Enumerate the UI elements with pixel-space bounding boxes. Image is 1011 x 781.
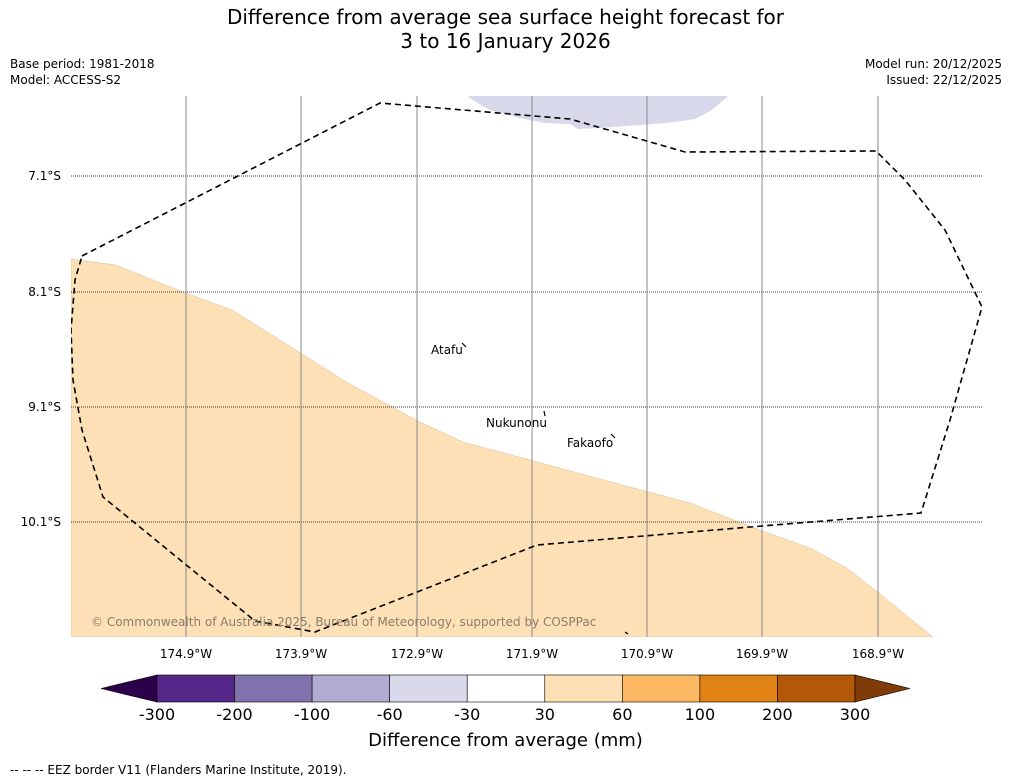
- lat-label-10-1: 10.1°S: [21, 515, 61, 529]
- colorbar-tick-label: 300: [839, 705, 871, 724]
- meta-right: Model run: 20/12/2025 Issued: 22/12/2025: [865, 56, 1002, 88]
- lat-label-7-1: 7.1°S: [28, 169, 61, 183]
- map-area: Atafu Nukunonu Fakaofo © Commonwealth of…: [71, 96, 982, 637]
- colorbar-tick-label: -60: [376, 705, 403, 724]
- lat-label-9-1: 9.1°S: [28, 400, 61, 414]
- colorbar-tick-label: 200: [762, 705, 793, 724]
- copyright-notice: © Commonwealth of Australia 2025, Bureau…: [91, 615, 596, 629]
- title-line-2: 3 to 16 January 2026: [400, 29, 611, 53]
- colorbar-tick-label: -100: [293, 705, 331, 724]
- lon-label-173-9: 173.9°W: [275, 647, 327, 661]
- lon-label-174-9: 174.9°W: [160, 647, 212, 661]
- lon-label-172-9: 172.9°W: [391, 647, 443, 661]
- negative-anomaly-region: [468, 96, 728, 129]
- colorbar-tick-label: -300: [138, 705, 176, 724]
- place-label-nukunonu: Nukunonu: [486, 416, 547, 430]
- place-label-fakaofo: Fakaofo: [567, 436, 613, 450]
- colorbar-segment: [699, 674, 778, 703]
- colorbar-extend-high: [854, 674, 911, 703]
- base-period: Base period: 1981-2018: [10, 57, 155, 71]
- colorbar-tick-label: -30: [454, 705, 481, 724]
- lon-label-169-9: 169.9°W: [736, 647, 788, 661]
- title-line-1: Difference from average sea surface heig…: [226, 5, 785, 29]
- nukunonu-island-mark: [543, 410, 546, 417]
- latitude-labels: 7.1°S 8.1°S 9.1°S 10.1°S: [21, 169, 61, 529]
- colorbar-segment: [777, 674, 856, 703]
- lon-label-168-9: 168.9°W: [852, 647, 904, 661]
- colorbar-tick-label: 100: [684, 705, 716, 724]
- fakaofo-island-mark: [610, 433, 616, 439]
- colorbar-title: Difference from average (mm): [368, 730, 643, 751]
- colorbar-tick-label: 30: [534, 705, 555, 724]
- meta-left: Base period: 1981-2018 Model: ACCESS-S2: [10, 56, 155, 88]
- lon-label-171-9: 171.9°W: [506, 647, 558, 661]
- colorbar-tick-label: 60: [612, 705, 633, 724]
- colorbar-segment: [466, 674, 546, 703]
- colorbar-segment: [234, 674, 313, 703]
- colorbar-extend-low: [100, 674, 158, 703]
- swains-island-mark: [624, 631, 629, 635]
- model-run: Model run: 20/12/2025: [864, 57, 1002, 71]
- colorbar-segment: [156, 674, 235, 703]
- eez-legend: -- -- -- EEZ border V11 (Flanders Marine…: [10, 763, 347, 777]
- colorbar-tick-label: -200: [216, 705, 253, 724]
- map-title: Difference from average sea surface heig…: [0, 5, 1011, 53]
- eez-border: [71, 102, 982, 633]
- colorbar-segment: [622, 674, 701, 703]
- island-marks: [461, 342, 629, 635]
- longitude-labels: 174.9°W 173.9°W 172.9°W 171.9°W 170.9°W …: [160, 647, 904, 661]
- colorbar: [100, 674, 911, 703]
- lat-label-8-1: 8.1°S: [28, 285, 61, 299]
- positive-anomaly-region: [71, 258, 934, 637]
- lon-label-170-9: 170.9°W: [621, 647, 673, 661]
- atafu-island-mark: [461, 342, 467, 348]
- issued-date: Issued: 22/12/2025: [886, 73, 1002, 87]
- colorbar-segment: [544, 674, 623, 703]
- colorbar-segment: [311, 674, 390, 703]
- place-label-atafu: Atafu: [431, 343, 463, 357]
- colorbar-segment: [389, 674, 468, 703]
- model-name: Model: ACCESS-S2: [10, 73, 122, 87]
